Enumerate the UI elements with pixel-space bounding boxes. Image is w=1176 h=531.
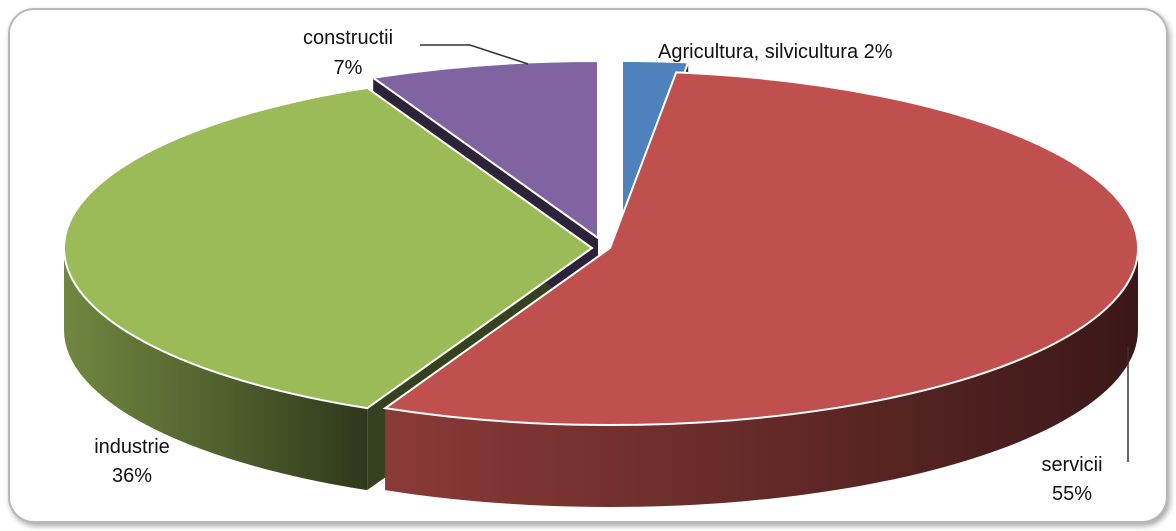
slice-pct-constructii: 7% [334,57,363,79]
leader-line-constructii [420,44,529,65]
pie-slice-servicii [382,71,1139,426]
slice-label-constructii: constructii [303,27,393,49]
leader-lines [420,44,1129,462]
pie-slice-industrie [63,86,594,410]
slice-label-servicii: servicii [1041,454,1102,476]
slice-label-agricultura: Agricultura, silvicultura 2% [658,41,893,63]
pie-slice-constructii [370,59,599,240]
slice-pct-servicii: 55% [1052,483,1092,505]
slice-pct-industrie: 36% [112,465,152,487]
pie-side-servicii [385,248,1138,507]
slice-label-industrie: industrie [94,436,170,458]
pie-side-industrie [64,248,368,491]
chart-frame: Agricultura, silvicultura 2% constructii… [8,8,1168,523]
pie-chart: Agricultura, silvicultura 2% constructii… [63,27,1139,507]
pie-tops [63,59,1139,426]
slice-labels: Agricultura, silvicultura 2% constructii… [94,27,1102,505]
